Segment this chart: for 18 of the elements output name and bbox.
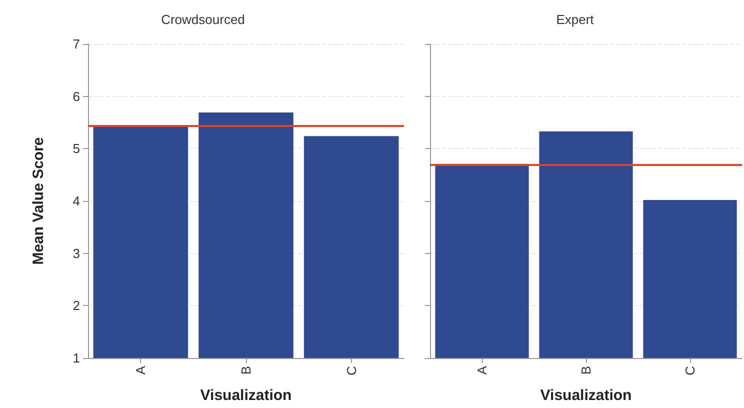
x-axis-title: Visualization [540, 387, 632, 404]
y-tick-label: 4 [72, 194, 80, 208]
y-tick-label: 6 [72, 88, 80, 104]
x-tick-label: A [133, 366, 148, 375]
x-tick-label: C [344, 366, 359, 376]
y-axis-title: Mean Value Score [30, 137, 47, 265]
x-tick-label: A [474, 366, 490, 375]
y-tick-label: 3 [72, 246, 80, 261]
x-axis-title: Visualization [200, 387, 292, 404]
y-tick-label: 7 [72, 36, 80, 52]
x-tick-label: B [578, 366, 594, 375]
y-tick-label: 5 [72, 141, 80, 156]
x-tick-label: B [238, 366, 254, 375]
y-tick-label: 2 [72, 298, 80, 314]
x-tick-label: C [682, 366, 698, 376]
chart-title: Expert [556, 12, 594, 27]
y-tick-label: 1 [72, 350, 80, 366]
chart-title: Crowdsourced [161, 12, 245, 27]
